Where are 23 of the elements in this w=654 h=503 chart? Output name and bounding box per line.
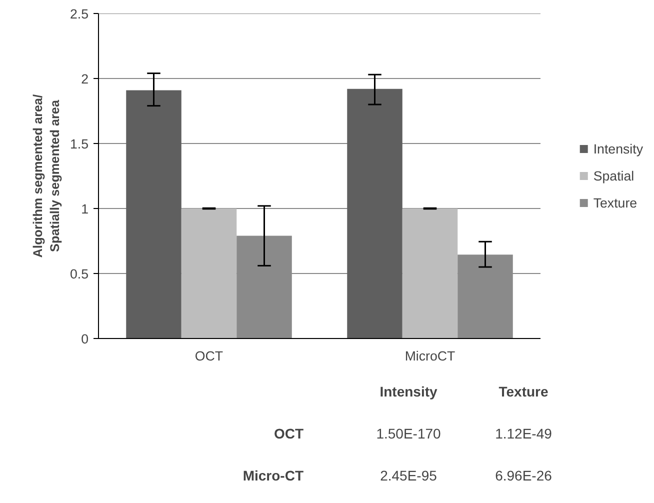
legend-label: Intensity	[593, 141, 643, 156]
text: OCT	[274, 426, 304, 442]
text: 2.45E-95	[380, 468, 438, 484]
bar	[402, 208, 458, 338]
y-axis-title: Algorithm segmented area/ Spatially segmented area	[31, 94, 62, 258]
bar	[181, 208, 237, 338]
bar	[347, 88, 402, 338]
y-tick-label: 0.5	[70, 266, 89, 282]
x-tick-label: MicroCT	[404, 348, 456, 364]
y-tick-label: 2.5	[70, 6, 89, 22]
text: Intensity	[380, 384, 438, 400]
text: Micro-CT	[242, 468, 304, 484]
y-tick-label: 1.5	[70, 136, 89, 152]
y-tick-label: 1	[81, 202, 89, 216]
legend-label: Spatial	[593, 168, 634, 183]
y-tick-label: 2	[81, 72, 89, 86]
bar	[126, 90, 182, 338]
legend-label: Texture	[593, 195, 638, 210]
text: 6.96E-26	[495, 468, 552, 484]
y-tick-label: 0	[81, 332, 89, 346]
text: 1.12E-49	[495, 426, 552, 442]
text: 1.50E-170	[376, 426, 442, 442]
text: Texture	[498, 384, 548, 400]
